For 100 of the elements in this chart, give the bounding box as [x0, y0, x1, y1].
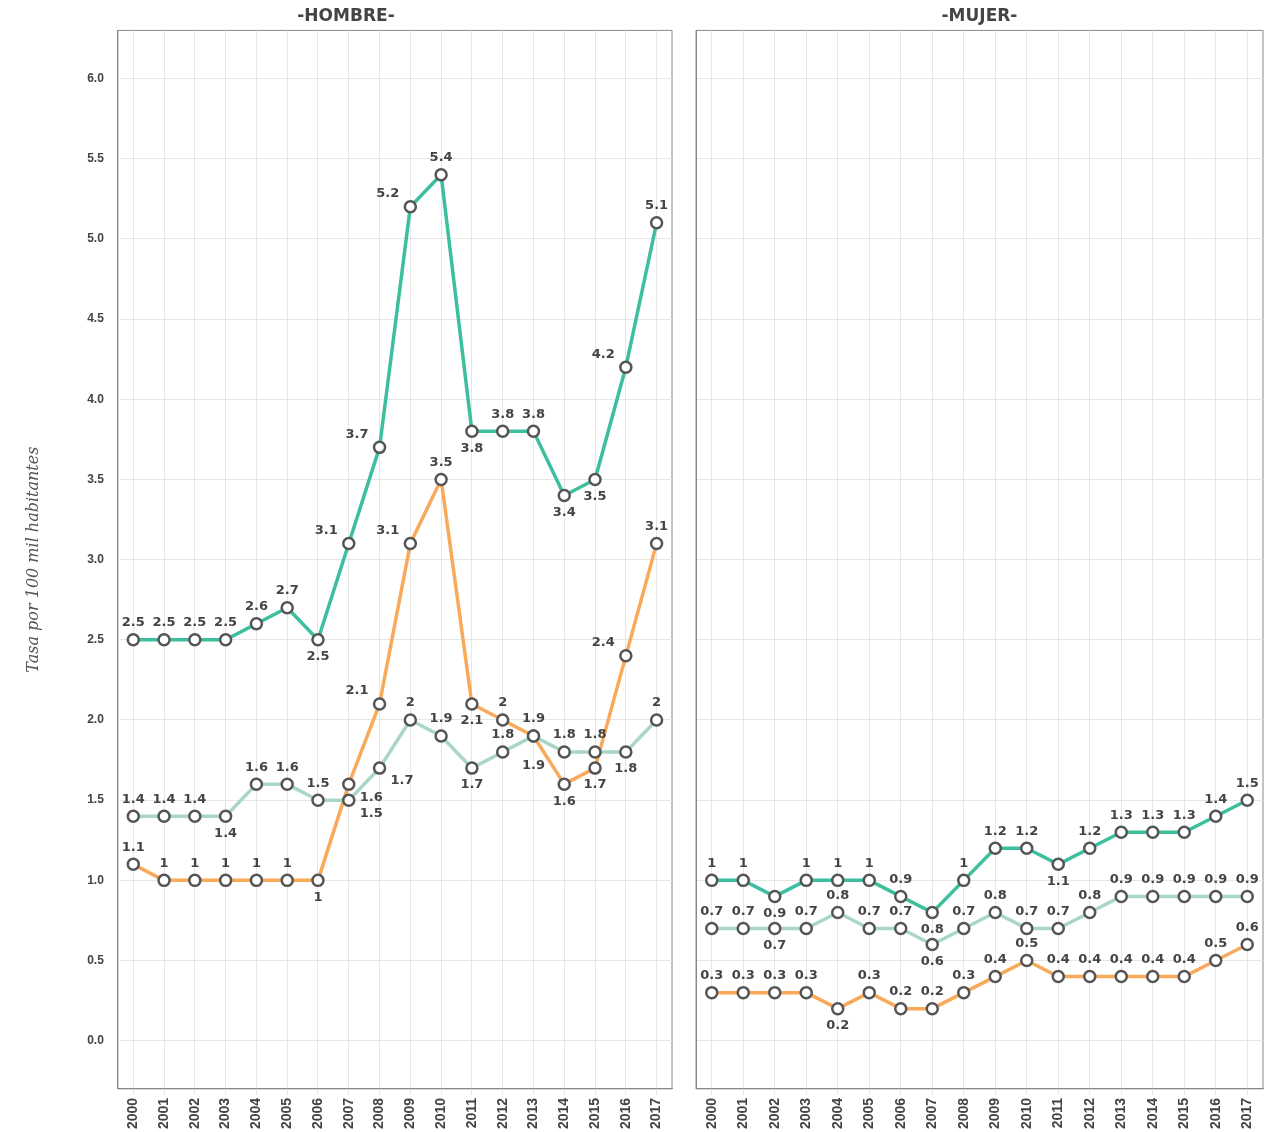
chart-title: -MUJER- — [941, 4, 1018, 25]
data-label: 1.1 — [121, 838, 145, 854]
x-tick-label: 2003 — [216, 1097, 233, 1130]
data-label: 1 — [833, 854, 843, 870]
data-label: 0.9 — [1172, 870, 1196, 886]
data-label: 0.5 — [1204, 934, 1228, 950]
data-label: 0.8 — [920, 920, 944, 936]
data-label: 1.3 — [1141, 806, 1165, 822]
data-label: 1 — [251, 854, 261, 870]
x-tick-label: 2011 — [1049, 1097, 1066, 1129]
x-tick-label: 2006 — [891, 1097, 908, 1130]
data-label: 2.5 — [183, 614, 207, 630]
data-label: 1 — [282, 854, 292, 870]
data-label: 1.6 — [244, 758, 268, 774]
data-label: 0.9 — [889, 870, 913, 886]
data-label: 0.2 — [826, 1017, 850, 1033]
data-label: 1.7 — [460, 776, 484, 792]
data-label: 2.6 — [244, 598, 268, 614]
data-label: 0.9 — [1141, 870, 1165, 886]
x-tick-label: 2000 — [124, 1097, 141, 1130]
data-label: 5.1 — [645, 197, 669, 213]
data-label: 1 — [221, 854, 231, 870]
data-label: 2.5 — [152, 614, 176, 630]
x-tick-label: 2015 — [1175, 1097, 1192, 1130]
data-label: 5.2 — [376, 185, 400, 201]
data-label: 0.8 — [1078, 886, 1102, 902]
data-label: 1.4 — [152, 790, 176, 806]
data-label: 0.4 — [983, 950, 1007, 966]
data-label: 0.7 — [889, 902, 913, 918]
x-tick-label: 2011 — [462, 1097, 479, 1129]
data-label: 2 — [652, 694, 662, 710]
x-tick-label: 2017 — [647, 1097, 664, 1130]
x-tick-label: 2002 — [185, 1097, 202, 1130]
data-label: 0.3 — [731, 967, 755, 983]
data-label: 1.7 — [390, 772, 414, 788]
data-label: 1 — [801, 854, 811, 870]
data-label: 0.4 — [1141, 950, 1165, 966]
data-label: 2 — [405, 694, 415, 710]
data-label: 1 — [707, 854, 717, 870]
data-label: 1 — [738, 854, 748, 870]
data-label: 1.8 — [491, 726, 515, 742]
data-label: 0.8 — [826, 886, 850, 902]
data-label: 3.5 — [583, 487, 607, 503]
data-label: 2.1 — [460, 712, 484, 728]
x-tick-label: 2005 — [278, 1097, 295, 1130]
data-label: 3.1 — [376, 521, 400, 537]
data-label: 1.4 — [214, 824, 238, 840]
y-tick-label: 3.0 — [87, 551, 105, 566]
data-label: 0.6 — [920, 952, 944, 968]
x-tick-label: 2006 — [308, 1097, 325, 1130]
data-label: 2.5 — [306, 648, 330, 664]
data-label: 1 — [159, 854, 169, 870]
data-label: 1.3 — [1172, 806, 1196, 822]
x-tick-label: 2001 — [154, 1097, 171, 1130]
data-label: 2.5 — [121, 614, 145, 630]
x-tick-label: 2007 — [923, 1097, 940, 1130]
data-label: 2.4 — [591, 634, 615, 650]
y-tick-label: 1.5 — [87, 792, 105, 807]
data-label: 1.5 — [306, 774, 330, 790]
x-tick-label: 2009 — [986, 1097, 1003, 1130]
x-tick-label: 2005 — [860, 1097, 877, 1130]
data-label: 0.4 — [1046, 950, 1070, 966]
data-label: 0.7 — [1015, 902, 1039, 918]
y-tick-label: 0.5 — [87, 952, 105, 967]
x-tick-label: 2003 — [797, 1097, 814, 1130]
data-label: 1.9 — [521, 757, 545, 773]
x-tick-label: 2004 — [828, 1097, 845, 1130]
data-label: 3.8 — [491, 405, 515, 421]
y-tick-label: 5.5 — [87, 151, 105, 166]
x-tick-label: 2009 — [401, 1097, 418, 1130]
data-label: 2.1 — [345, 682, 369, 698]
x-tick-label: 2017 — [1238, 1097, 1255, 1130]
data-label: 0.4 — [1078, 950, 1102, 966]
data-label: 1.7 — [583, 776, 607, 792]
y-tick-label: 1.0 — [87, 872, 105, 887]
data-label: 0.3 — [857, 967, 881, 983]
x-tick-label: 2010 — [1017, 1097, 1034, 1130]
data-label: 0.6 — [1235, 918, 1259, 934]
data-label: 1.6 — [359, 788, 383, 804]
x-tick-label: 2008 — [370, 1097, 387, 1130]
data-label: 0.7 — [763, 936, 787, 952]
data-label: 0.7 — [700, 902, 724, 918]
y-tick-label: 6.0 — [87, 70, 105, 85]
data-label: 1.4 — [183, 790, 207, 806]
data-label: 1.3 — [1109, 806, 1133, 822]
x-tick-label: 2016 — [1206, 1097, 1223, 1130]
y-tick-label: 5.0 — [87, 231, 105, 246]
data-label: 4.2 — [591, 345, 615, 361]
data-label: 3.1 — [314, 521, 338, 537]
data-label: 1.8 — [552, 726, 576, 742]
data-label: 0.7 — [794, 902, 818, 918]
data-label: 0.2 — [920, 983, 944, 999]
x-tick-label: 2008 — [954, 1097, 971, 1130]
x-tick-label: 2014 — [1143, 1097, 1160, 1130]
data-label: 1.9 — [429, 710, 453, 726]
data-label: 1.9 — [521, 710, 545, 726]
y-tick-label: 4.5 — [87, 311, 105, 326]
data-label: 0.3 — [794, 967, 818, 983]
data-label: 3.1 — [645, 517, 669, 533]
data-label: 0.7 — [731, 902, 755, 918]
